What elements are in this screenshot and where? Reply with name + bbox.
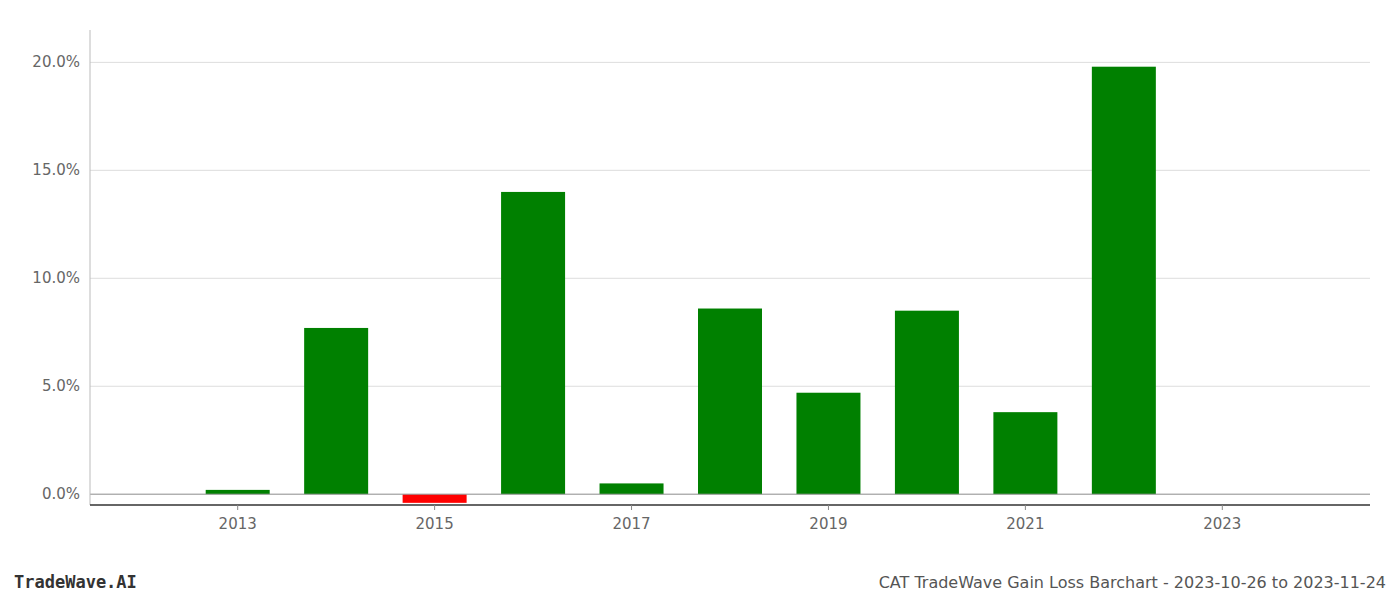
x-tick xyxy=(237,505,238,510)
y-tick-label: 20.0% xyxy=(32,53,80,71)
bar xyxy=(600,483,664,494)
x-tick xyxy=(828,505,829,510)
x-tick-label: 2021 xyxy=(1006,515,1044,533)
bar xyxy=(698,309,762,495)
x-tick-label: 2015 xyxy=(416,515,454,533)
x-tick xyxy=(1025,505,1026,510)
background xyxy=(0,0,1400,600)
y-tick-label: 10.0% xyxy=(32,269,80,287)
x-axis-line xyxy=(90,504,1370,506)
x-tick xyxy=(434,505,435,510)
bars xyxy=(206,67,1156,503)
grid xyxy=(90,62,1370,494)
y-tick-label: 15.0% xyxy=(32,161,80,179)
bar xyxy=(206,490,270,494)
x-tick-label: 2019 xyxy=(809,515,847,533)
bar xyxy=(895,311,959,495)
x-tick-label: 2013 xyxy=(219,515,257,533)
x-tick-label: 2017 xyxy=(612,515,650,533)
x-tick xyxy=(631,505,632,510)
watermark: TradeWave.AI xyxy=(14,572,137,592)
bar xyxy=(403,494,467,503)
zero-line xyxy=(90,494,1370,495)
bar xyxy=(796,393,860,494)
page: {"chart_data": {"type": "bar", "title": … xyxy=(0,0,1400,600)
bar xyxy=(993,412,1057,494)
y-tick-labels: 0.0% 5.0% 10.0% 15.0% 20.0% xyxy=(32,53,80,503)
title: CAT TradeWave Gain Loss Barchart - 2023-… xyxy=(879,573,1386,592)
bar xyxy=(501,192,565,494)
grid-line xyxy=(90,170,1370,171)
y-axis-line xyxy=(90,30,91,505)
x-tick xyxy=(1222,505,1223,510)
bar xyxy=(304,328,368,494)
x-ticks: 2013 2015 2017 2019 2021 2023 xyxy=(219,505,1242,533)
bar xyxy=(1092,67,1156,495)
grid-line xyxy=(90,62,1370,63)
chart: 0.0%5.0%10.0%15.0%20.0%20132015201720192… xyxy=(0,0,1400,600)
y-tick-label: 5.0% xyxy=(42,377,80,395)
y-tick-label: 0.0% xyxy=(42,485,80,503)
x-tick-label: 2023 xyxy=(1203,515,1241,533)
grid-line xyxy=(90,494,1370,495)
grid-line xyxy=(90,278,1370,279)
